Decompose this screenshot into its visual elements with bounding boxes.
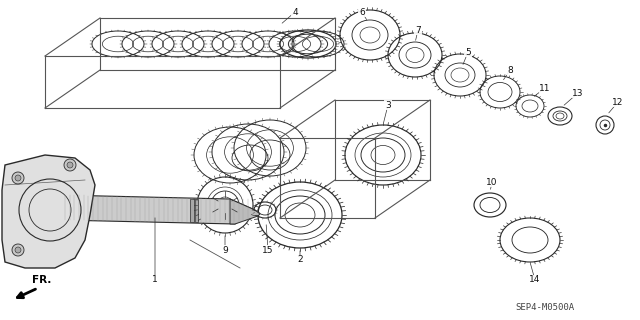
Text: 8: 8 xyxy=(507,66,513,75)
Text: 13: 13 xyxy=(572,89,584,98)
Text: 3: 3 xyxy=(385,100,391,109)
Text: 4: 4 xyxy=(292,7,298,17)
Text: 14: 14 xyxy=(529,276,541,284)
Text: 2: 2 xyxy=(297,255,303,265)
Text: SEP4-M0500A: SEP4-M0500A xyxy=(515,303,575,313)
Circle shape xyxy=(15,247,21,253)
Polygon shape xyxy=(230,199,260,224)
Text: 1: 1 xyxy=(152,276,158,284)
Circle shape xyxy=(12,244,24,256)
Text: 10: 10 xyxy=(486,178,498,187)
Polygon shape xyxy=(195,199,198,222)
Circle shape xyxy=(67,162,73,168)
Text: 5: 5 xyxy=(465,47,471,57)
Text: 6: 6 xyxy=(359,7,365,17)
Text: 9: 9 xyxy=(222,245,228,254)
Circle shape xyxy=(64,159,76,171)
Text: 15: 15 xyxy=(262,245,274,254)
Text: 12: 12 xyxy=(612,98,624,107)
Polygon shape xyxy=(60,195,255,224)
Text: 7: 7 xyxy=(415,26,421,35)
Circle shape xyxy=(15,175,21,181)
Circle shape xyxy=(12,172,24,184)
Polygon shape xyxy=(2,155,95,268)
Polygon shape xyxy=(190,199,194,222)
Text: FR.: FR. xyxy=(32,275,51,285)
Text: 11: 11 xyxy=(540,84,551,92)
